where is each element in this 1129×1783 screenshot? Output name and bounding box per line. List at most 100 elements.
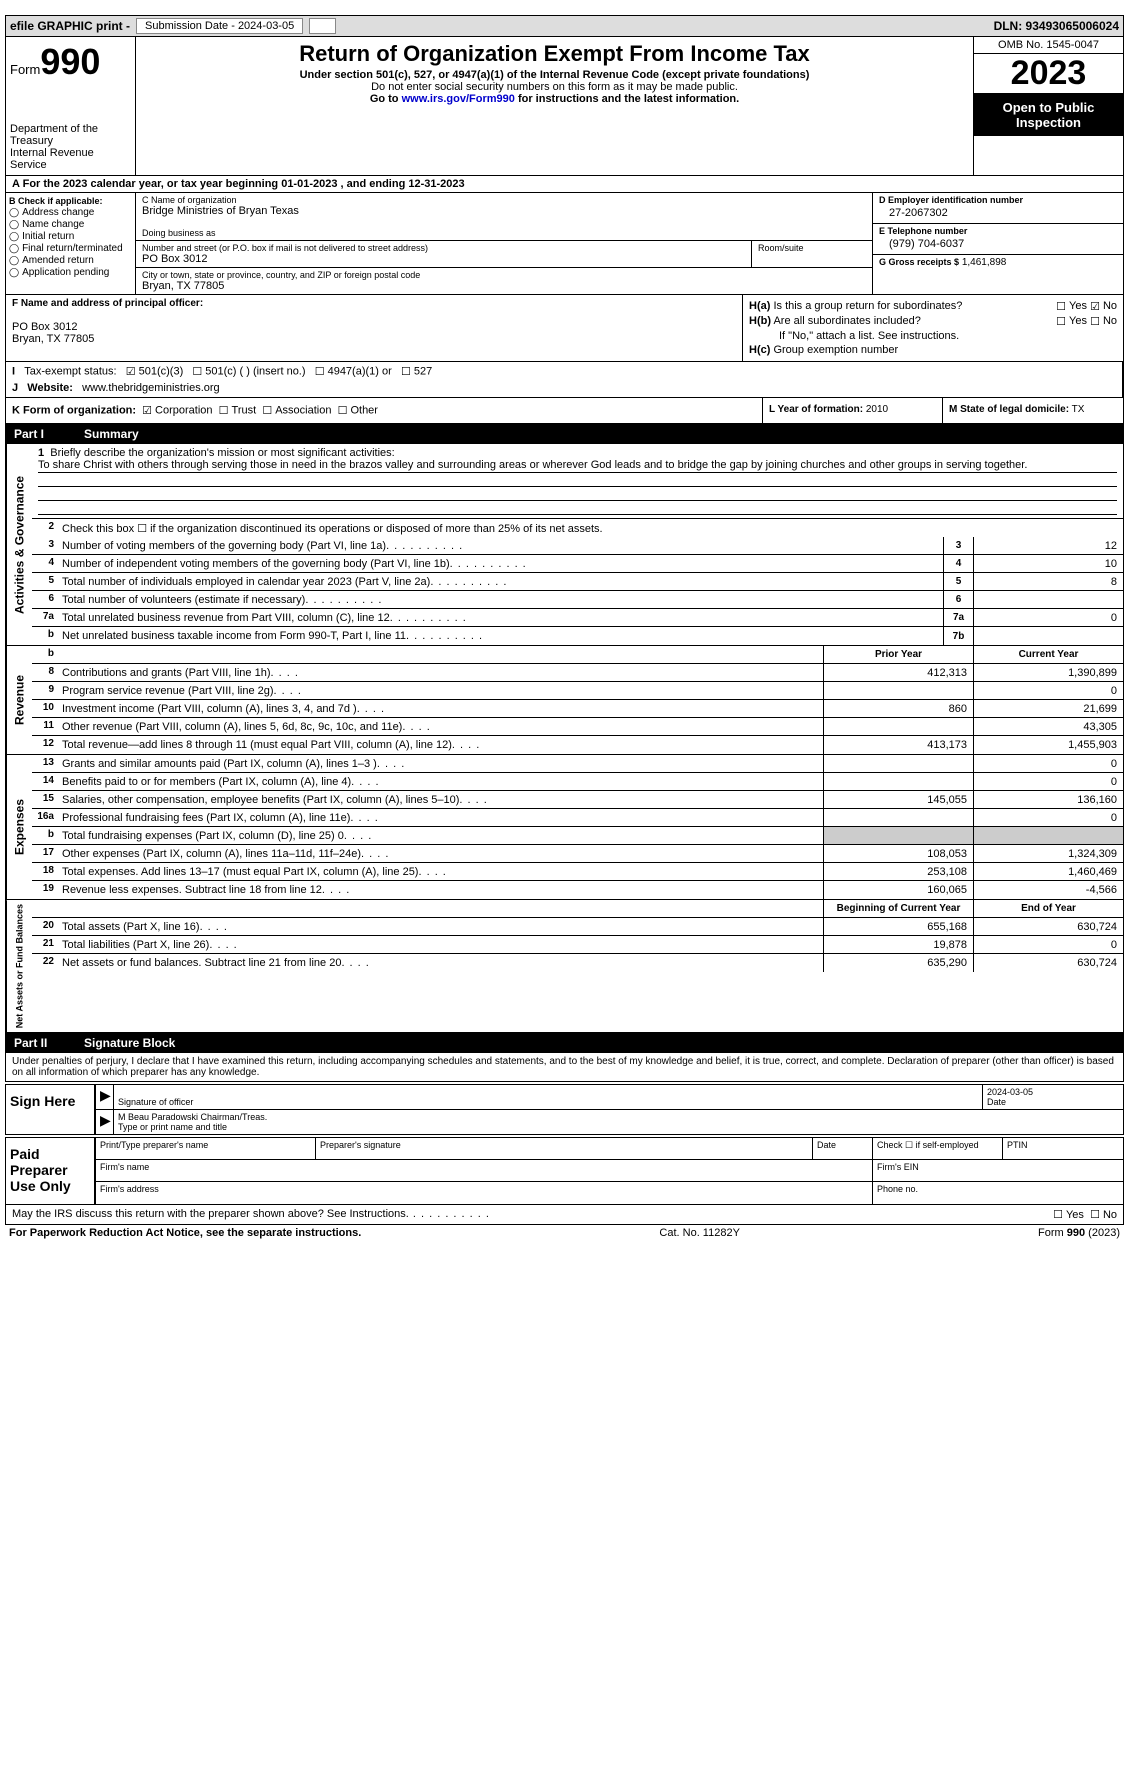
chk-initial-return[interactable]: Initial return xyxy=(9,231,132,242)
officer-addr2: Bryan, TX 77805 xyxy=(12,333,736,345)
chk-trust[interactable] xyxy=(219,404,232,416)
chk-corp[interactable] xyxy=(142,404,155,416)
chk-527[interactable] xyxy=(401,365,414,377)
section-c-org-info: C Name of organization Bridge Ministries… xyxy=(136,193,873,294)
row-num: 10 xyxy=(32,700,58,717)
ha-no[interactable]: No xyxy=(1090,300,1117,312)
section-h-group: H(a) Is this a group return for subordin… xyxy=(743,295,1123,361)
row-num: 22 xyxy=(32,954,58,972)
row-num: 14 xyxy=(32,773,58,790)
row-num: 17 xyxy=(32,845,58,862)
summary-row: 18Total expenses. Add lines 13–17 (must … xyxy=(32,863,1123,881)
section-d-info: D Employer identification number 27-2067… xyxy=(873,193,1123,294)
summary-row: bTotal fundraising expenses (Part IX, co… xyxy=(32,827,1123,845)
discuss-yes[interactable]: Yes xyxy=(1053,1209,1084,1221)
tax-year-line: A For the 2023 calendar year, or tax yea… xyxy=(5,176,1124,193)
form-label: Form xyxy=(10,62,40,77)
row-box: 6 xyxy=(943,591,973,608)
row-current: 630,724 xyxy=(973,954,1123,972)
row-box: 7b xyxy=(943,627,973,645)
open-inspection: Open to Public Inspection xyxy=(974,94,1123,136)
row-prior: 19,878 xyxy=(823,936,973,953)
summary-row: 5Total number of individuals employed in… xyxy=(32,573,1123,591)
form-title: Return of Organization Exempt From Incom… xyxy=(140,41,969,67)
row-num: 19 xyxy=(32,881,58,899)
row-prior: 860 xyxy=(823,700,973,717)
summary-row: 16aProfessional fundraising fees (Part I… xyxy=(32,809,1123,827)
row-current: 136,160 xyxy=(973,791,1123,808)
row-desc: Grants and similar amounts paid (Part IX… xyxy=(58,755,823,772)
ssn-note: Do not enter social security numbers on … xyxy=(140,81,969,93)
tel-value: (979) 704-6037 xyxy=(879,236,1117,252)
summary-row: 20Total assets (Part X, line 16)655,1686… xyxy=(32,918,1123,936)
col-current: Current Year xyxy=(973,646,1123,663)
hb-no[interactable]: No xyxy=(1090,315,1117,327)
row-prior xyxy=(823,718,973,735)
chk-501c3[interactable] xyxy=(126,365,139,377)
chk-amended[interactable]: Amended return xyxy=(9,255,132,266)
row-current: 630,724 xyxy=(973,918,1123,935)
row-current: 0 xyxy=(973,936,1123,953)
summary-row: 14Benefits paid to or for members (Part … xyxy=(32,773,1123,791)
officer-addr1: PO Box 3012 xyxy=(12,321,736,333)
top-toolbar: efile GRAPHIC print - Submission Date - … xyxy=(5,15,1124,37)
row-desc: Net unrelated business taxable income fr… xyxy=(58,627,943,645)
chk-address-change[interactable]: Address change xyxy=(9,207,132,218)
irs-link[interactable]: www.irs.gov/Form990 xyxy=(402,93,515,105)
row-box: 5 xyxy=(943,573,973,590)
chk-501c[interactable] xyxy=(192,365,205,377)
label-expenses: Expenses xyxy=(6,755,32,899)
row-prior: 635,290 xyxy=(823,954,973,972)
form-footer: Form 990 (2023) xyxy=(1038,1227,1120,1239)
chk-name-change[interactable]: Name change xyxy=(9,219,132,230)
goto-prefix: Go to xyxy=(370,93,402,105)
tax-status-label: Tax-exempt status: xyxy=(24,365,116,377)
chk-pending[interactable]: Application pending xyxy=(9,267,132,278)
prep-sig-label: Preparer's signature xyxy=(316,1138,813,1159)
row-val: 10 xyxy=(973,555,1123,572)
row-num: 5 xyxy=(32,573,58,590)
row-current: 0 xyxy=(973,809,1123,826)
row-desc: Total unrelated business revenue from Pa… xyxy=(58,609,943,626)
row-prior: 145,055 xyxy=(823,791,973,808)
label-revenue: Revenue xyxy=(6,646,32,754)
firm-addr-label: Firm's address xyxy=(96,1182,873,1204)
prep-name-label: Print/Type preparer's name xyxy=(96,1138,316,1159)
arrow-icon: ▶ xyxy=(96,1110,114,1134)
sig-date-cell: 2024-03-05 Date xyxy=(983,1085,1123,1109)
chk-final-return[interactable]: Final return/terminated xyxy=(9,243,132,254)
row-desc: Total expenses. Add lines 13–17 (must eq… xyxy=(58,863,823,880)
chk-assoc[interactable] xyxy=(262,404,275,416)
summary-row: 17Other expenses (Part IX, column (A), l… xyxy=(32,845,1123,863)
row-prior xyxy=(823,682,973,699)
hb-yes[interactable]: Yes xyxy=(1056,315,1087,327)
section-m-state: M State of legal domicile: TX xyxy=(943,398,1123,423)
prep-date-label: Date xyxy=(813,1138,873,1159)
summary-row: bNet unrelated business taxable income f… xyxy=(32,627,1123,645)
chk-4947[interactable] xyxy=(315,365,328,377)
label-netassets: Net Assets or Fund Balances xyxy=(6,900,32,1032)
hb-note: If "No," attach a list. See instructions… xyxy=(749,330,1117,342)
section-i-status: I Tax-exempt status: 501(c)(3) 501(c) ( … xyxy=(6,362,1123,397)
label-governance: Activities & Governance xyxy=(6,444,32,645)
summary-row: 22Net assets or fund balances. Subtract … xyxy=(32,954,1123,972)
summary-row: 6Total number of volunteers (estimate if… xyxy=(32,591,1123,609)
addr-label: Number and street (or P.O. box if mail i… xyxy=(142,243,745,253)
goto-suffix: for instructions and the latest informat… xyxy=(515,93,739,105)
sig-officer-cell: Signature of officer xyxy=(114,1085,983,1109)
ha-yes[interactable]: Yes xyxy=(1056,300,1087,312)
summary-row: 19Revenue less expenses. Subtract line 1… xyxy=(32,881,1123,899)
summary-row: 9Program service revenue (Part VIII, lin… xyxy=(32,682,1123,700)
summary-row: 3Number of voting members of the governi… xyxy=(32,537,1123,555)
discuss-no[interactable]: No xyxy=(1090,1209,1117,1221)
row-desc: Total assets (Part X, line 16) xyxy=(58,918,823,935)
gross-value: 1,461,898 xyxy=(962,257,1007,268)
paid-prep-label: Paid Preparer Use Only xyxy=(6,1138,96,1204)
sign-here-label: Sign Here xyxy=(6,1085,96,1134)
chk-other[interactable] xyxy=(338,404,351,416)
arrow-icon: ▶ xyxy=(96,1085,114,1109)
blank-btn xyxy=(309,18,336,34)
row-num: 18 xyxy=(32,863,58,880)
row-box: 7a xyxy=(943,609,973,626)
row-desc: Program service revenue (Part VIII, line… xyxy=(58,682,823,699)
